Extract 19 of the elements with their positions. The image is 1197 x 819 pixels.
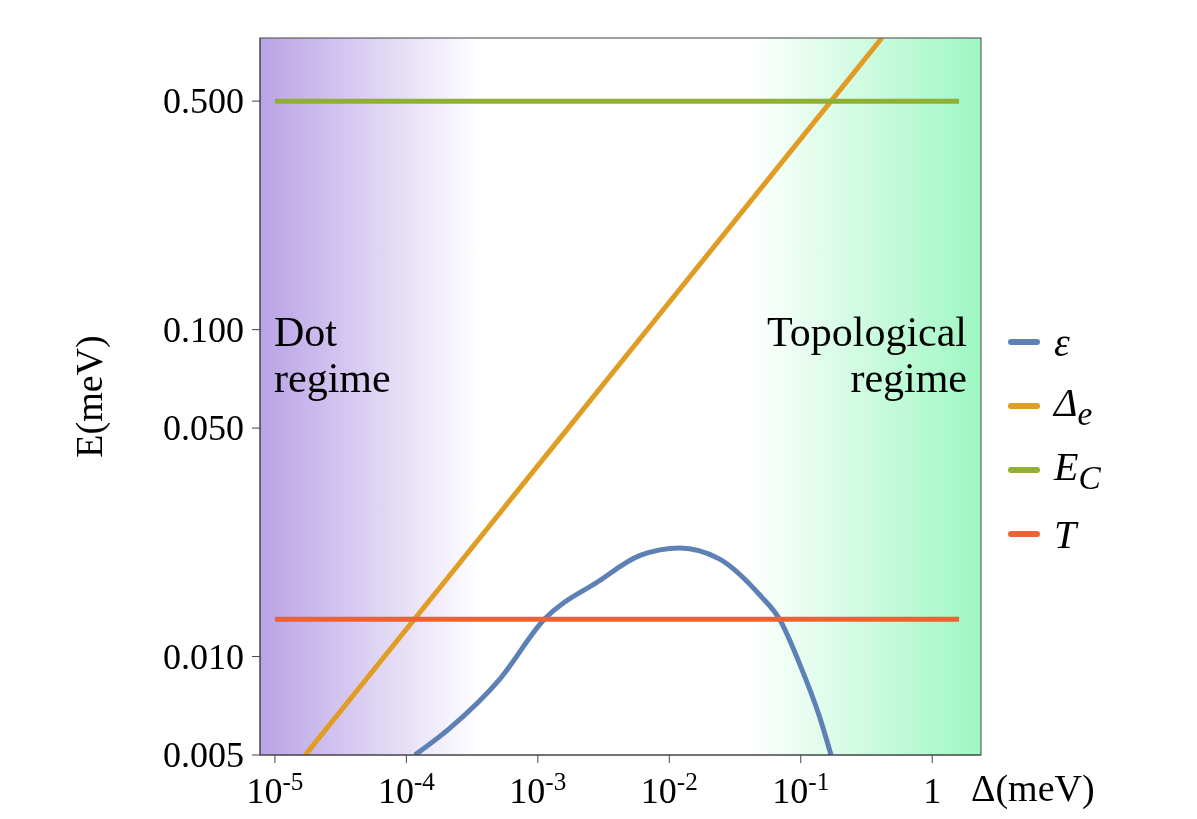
legend-label: Δ$_{e}$ [1054,379,1093,433]
y-axis-title: E(meV) [68,335,111,458]
legend-label: E$_{C}$ [1054,443,1101,497]
x-tick-label: 10$^{-5}$ [246,767,304,811]
y-tick-label: 0.010 [163,636,244,677]
legend-label: T [1054,510,1077,558]
y-tick-label: 0.100 [163,309,244,350]
legend-label: ε [1054,318,1070,366]
x-tick-label: 10$^{-4}$ [377,767,436,811]
x-tick-label: 10$^{-2}$ [640,767,698,811]
x-tick-label: 1 [923,771,942,811]
band-label: Topological regime [766,309,967,401]
y-tick-label: 0.050 [163,408,244,449]
x-axis-title: Δ(meV) [971,767,1095,810]
x-tick-label: 10$^{-1}$ [772,767,830,811]
band-label: Dot regime [274,309,391,401]
y-tick-label: 0.005 [163,735,244,775]
x-tick-label: 10$^{-3}$ [509,767,567,811]
y-tick-label: 0.500 [163,81,244,122]
